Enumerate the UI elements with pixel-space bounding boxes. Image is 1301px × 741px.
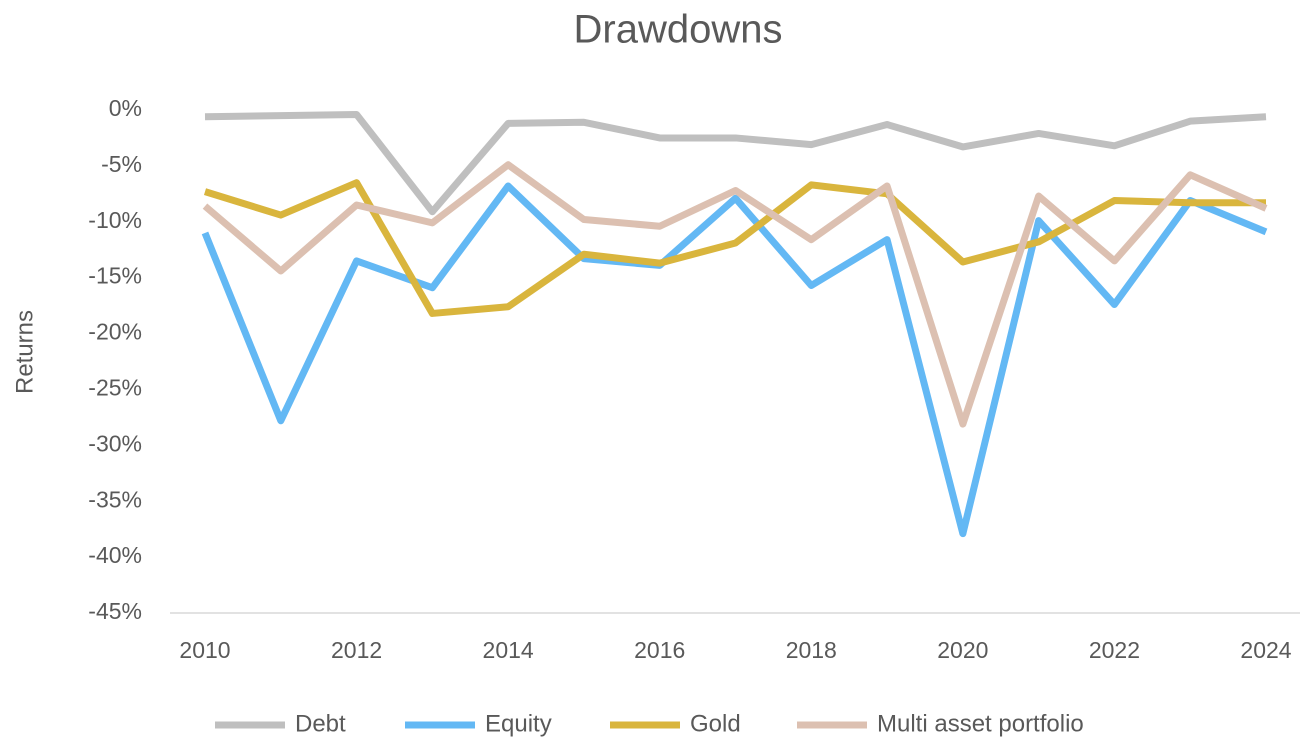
series-line (204, 110, 1267, 216)
x-tick-label: 2022 (1089, 637, 1140, 663)
y-tick-label: -25% (88, 375, 142, 401)
y-tick-label: -30% (88, 430, 142, 456)
x-tick-label: 2012 (331, 637, 382, 663)
series-line (201, 182, 1268, 538)
y-tick-label: -20% (88, 319, 142, 345)
legend-label: Equity (485, 710, 552, 737)
x-tick-label: 2024 (1240, 637, 1291, 663)
y-tick-label: -45% (88, 598, 142, 624)
x-tick-label: 2018 (786, 637, 837, 663)
legend-label: Gold (690, 710, 741, 737)
y-axis-label: Returns (11, 310, 38, 394)
y-tick-label: -40% (88, 542, 142, 568)
chart-title: Drawdowns (574, 8, 783, 52)
x-tick-label: 2010 (179, 637, 230, 663)
x-tick-label: 2016 (634, 637, 685, 663)
legend-label: Debt (295, 710, 346, 737)
y-tick-label: 0% (109, 95, 142, 121)
y-tick-label: -5% (101, 151, 142, 177)
y-tick-label: -35% (88, 486, 142, 512)
y-tick-label: -15% (88, 263, 142, 289)
legend-label: Multi asset portfolio (877, 710, 1084, 737)
x-tick-label: 2014 (483, 637, 534, 663)
x-tick-label: 2020 (937, 637, 988, 663)
series-line (202, 161, 1268, 428)
series-line (203, 179, 1266, 317)
y-tick-label: -10% (88, 207, 142, 233)
